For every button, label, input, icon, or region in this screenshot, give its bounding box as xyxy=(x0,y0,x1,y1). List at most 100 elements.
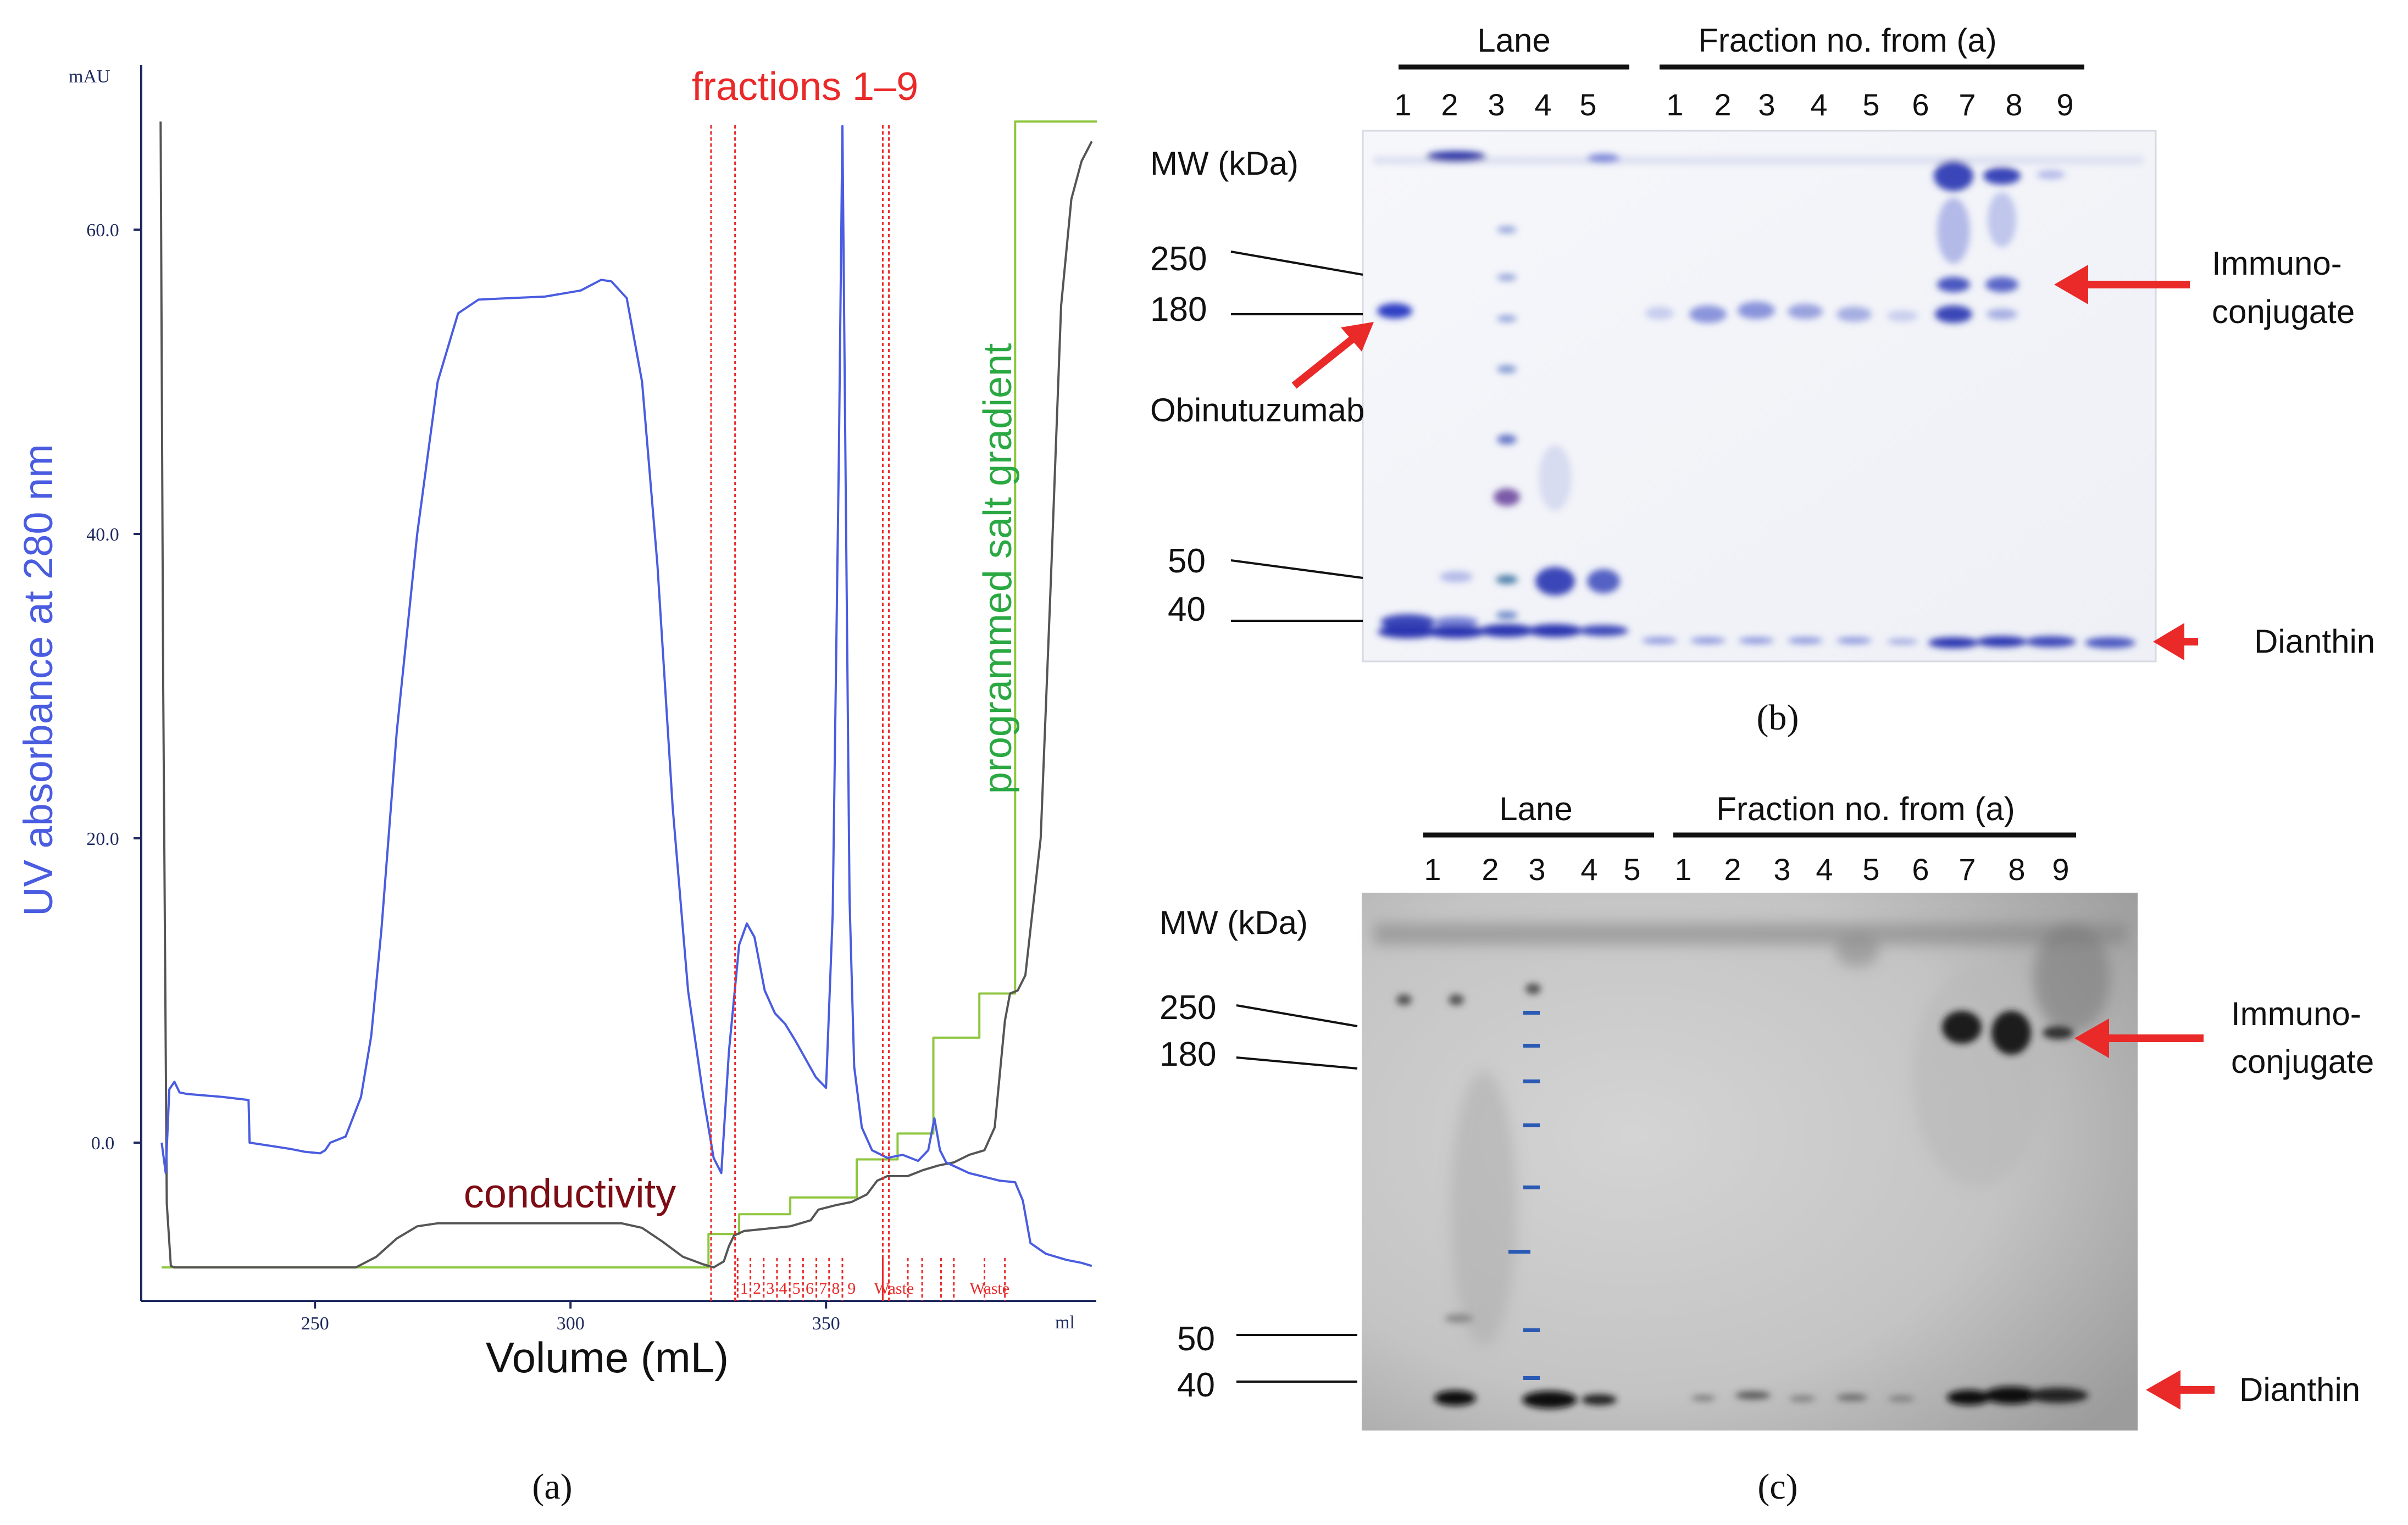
fraction-number: 2 xyxy=(1724,852,1741,887)
series-conductivity xyxy=(159,121,1093,1269)
x-axis-label: Volume (mL) xyxy=(486,1333,729,1382)
fraction-label-7: 8 xyxy=(831,1279,840,1298)
fraction-label-10: Waste xyxy=(970,1279,1010,1298)
lane-group-label: Lane xyxy=(1477,22,1550,59)
lane-number: 1 xyxy=(1394,87,1411,122)
panel-a-caption: (a) xyxy=(532,1467,572,1507)
y-tick-label: 0.0 xyxy=(91,1133,115,1154)
y-tick-label: 40.0 xyxy=(86,525,119,545)
x-unit-label: ml xyxy=(1055,1312,1075,1333)
fraction-number: 1 xyxy=(1674,852,1691,887)
y-axis-label: UV absorbance at 280 nm xyxy=(15,444,61,916)
blot-bands xyxy=(1374,923,2127,1409)
mw-50-c: 50 xyxy=(1177,1320,1215,1358)
lane-number: 2 xyxy=(1482,852,1499,887)
immunoconjugate-label-b-1: Immuno- xyxy=(2212,245,2342,282)
panel-b-caption: (b) xyxy=(1757,698,1799,738)
fraction-label-1: 2 xyxy=(753,1279,761,1298)
mw-180-c: 180 xyxy=(1159,1036,1216,1073)
immunoconjugate-arrow-b xyxy=(2054,265,2190,304)
mw-180: 180 xyxy=(1150,291,1207,329)
conductivity-annotation: conductivity xyxy=(464,1171,676,1216)
mw-250-c: 250 xyxy=(1159,989,1216,1027)
fraction-number: 5 xyxy=(1862,852,1879,887)
dianthin-label-b: Dianthin xyxy=(2254,623,2375,660)
dianthin-label-c: Dianthin xyxy=(2239,1371,2360,1408)
lane-number: 4 xyxy=(1580,852,1597,887)
mw-title-c: MW (kDa) xyxy=(1159,904,1308,941)
fraction-number: 1 xyxy=(1666,87,1683,122)
immunoconjugate-label-b-2: conjugate xyxy=(2212,293,2355,330)
lane-number: 3 xyxy=(1528,852,1545,887)
obinutuzumab-label: Obinutuzumab xyxy=(1150,392,1364,428)
fraction-number: 7 xyxy=(1958,852,1976,887)
mw-50: 50 xyxy=(1168,542,1206,580)
fraction-number: 9 xyxy=(2052,852,2069,887)
fraction-number: 9 xyxy=(2056,87,2073,122)
mw-leader-lines xyxy=(1230,251,1363,622)
mw-title: MW (kDa) xyxy=(1150,145,1299,182)
obinutuzumab-arrow xyxy=(1291,322,1374,389)
fraction-number: 3 xyxy=(1758,87,1775,122)
mw-leader-lines-c xyxy=(1236,1004,1358,1383)
fraction-label-8: 9 xyxy=(847,1279,856,1298)
lane-number: 2 xyxy=(1441,87,1458,122)
x-tick-label: 250 xyxy=(301,1313,329,1334)
fraction-label-3: 4 xyxy=(779,1279,787,1298)
lane-number: 3 xyxy=(1488,87,1505,122)
immunoconjugate-label-c-1: Immuno- xyxy=(2231,995,2361,1032)
fraction-number: 3 xyxy=(1773,852,1790,887)
mw-250: 250 xyxy=(1150,240,1207,278)
lane-number: 5 xyxy=(1623,852,1640,887)
mw-40-c: 40 xyxy=(1177,1366,1215,1404)
x-tick-label: 350 xyxy=(812,1313,840,1334)
fraction-number: 6 xyxy=(1912,852,1929,887)
fraction-label-6: 7 xyxy=(819,1279,827,1298)
fraction-markers: 1 2 3 4 5 6 7 8 9 Waste Waste xyxy=(710,125,1010,1301)
panel-a-axes xyxy=(140,65,1096,1302)
fraction-number: 8 xyxy=(2005,87,2022,122)
immunoconjugate-label-c-2: conjugate xyxy=(2231,1043,2374,1080)
fraction-label-0: 1 xyxy=(740,1279,748,1298)
panel-c-caption: (c) xyxy=(1757,1467,1797,1507)
series-programmed-salt-gradient xyxy=(162,120,1097,1269)
fraction-number: 2 xyxy=(1714,87,1731,122)
series-uv-absorbance xyxy=(160,125,1092,1267)
mw-40: 40 xyxy=(1168,591,1206,628)
immunoconjugate-arrow-c xyxy=(2074,1018,2204,1058)
y-unit-label: mAU xyxy=(69,66,110,87)
lane-number: 1 xyxy=(1424,852,1441,887)
dianthin-arrow-b xyxy=(2153,623,2198,660)
axis-ticks: 0.0 20.0 40.0 60.0 250 300 350 xyxy=(86,220,840,1334)
ladder-bands-c xyxy=(1508,1011,1540,1380)
series-layer xyxy=(159,120,1097,1269)
lane-group-label-c: Lane xyxy=(1499,791,1572,827)
fractions-annotation: fractions 1–9 xyxy=(692,65,918,109)
fraction-number: 8 xyxy=(2008,852,2025,887)
fraction-number: 5 xyxy=(1862,87,1879,122)
gel-bands xyxy=(1374,151,2143,648)
fraction-label-4: 5 xyxy=(792,1279,801,1298)
gradient-annotation: programmed salt gradient xyxy=(976,343,1020,794)
fraction-group-label-c: Fraction no. from (a) xyxy=(1716,791,2015,827)
y-tick-label: 20.0 xyxy=(86,829,119,849)
lane-number: 4 xyxy=(1534,87,1551,122)
fraction-number: 6 xyxy=(1912,87,1929,122)
fraction-label-2: 3 xyxy=(766,1279,774,1298)
fraction-number: 4 xyxy=(1810,87,1827,122)
gel-image xyxy=(1362,130,2157,663)
fraction-number: 4 xyxy=(1816,852,1833,887)
fraction-label-9: Waste xyxy=(874,1279,914,1298)
fraction-number: 7 xyxy=(1958,87,1976,122)
y-tick-label: 60.0 xyxy=(86,220,119,241)
fraction-group-label: Fraction no. from (a) xyxy=(1698,22,1997,59)
lane-number: 5 xyxy=(1579,87,1596,122)
x-tick-label: 300 xyxy=(557,1313,585,1334)
dianthin-arrow-c xyxy=(2146,1370,2215,1410)
